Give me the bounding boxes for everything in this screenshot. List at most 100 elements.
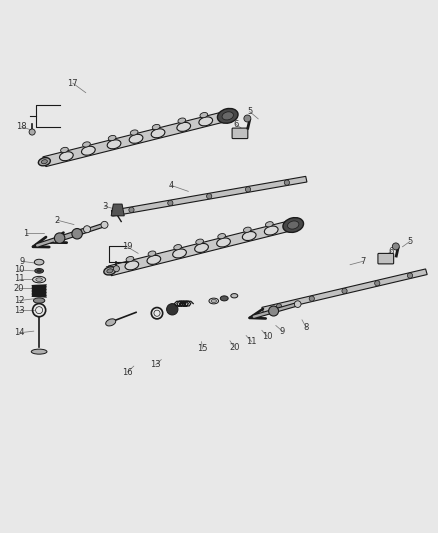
Text: 8: 8 [304,323,309,332]
Circle shape [392,243,399,250]
Ellipse shape [231,294,238,298]
Text: 4: 4 [168,181,173,190]
Text: 9: 9 [19,257,24,266]
Ellipse shape [60,147,68,152]
Circle shape [168,200,173,206]
Text: 2: 2 [55,216,60,225]
Ellipse shape [83,142,90,147]
Text: 16: 16 [122,368,133,377]
Circle shape [284,180,290,185]
Ellipse shape [211,300,216,303]
Ellipse shape [106,319,116,326]
Text: 10: 10 [262,332,272,341]
Ellipse shape [31,349,47,354]
Ellipse shape [147,255,161,264]
Ellipse shape [200,112,208,118]
Ellipse shape [173,249,187,258]
Circle shape [294,301,301,308]
Ellipse shape [288,221,299,229]
Ellipse shape [34,259,44,265]
Text: 20: 20 [14,284,24,293]
Text: 13: 13 [150,360,161,369]
Text: 12: 12 [14,296,24,305]
Ellipse shape [36,278,42,281]
Circle shape [309,296,314,301]
Circle shape [113,265,120,272]
Ellipse shape [265,222,273,227]
Polygon shape [111,176,307,216]
Circle shape [101,221,108,228]
Ellipse shape [196,239,204,244]
Circle shape [244,115,251,122]
Ellipse shape [32,277,46,283]
Ellipse shape [81,146,95,155]
Polygon shape [108,220,295,276]
Circle shape [54,233,65,244]
Text: 17: 17 [67,79,78,87]
Ellipse shape [217,108,238,123]
Ellipse shape [174,245,181,250]
Text: 19: 19 [122,243,133,252]
Circle shape [29,129,35,135]
Ellipse shape [130,130,138,135]
Text: 11: 11 [14,274,24,283]
Text: 10: 10 [14,265,24,274]
Circle shape [268,306,279,316]
Ellipse shape [148,251,156,256]
Text: 6: 6 [233,120,238,128]
Ellipse shape [209,298,219,304]
Ellipse shape [177,123,191,131]
Text: 9: 9 [280,327,285,336]
Ellipse shape [125,261,139,270]
Ellipse shape [222,112,233,120]
FancyBboxPatch shape [378,253,394,264]
Text: 18: 18 [16,122,27,131]
Ellipse shape [129,134,143,143]
Circle shape [129,207,134,213]
Circle shape [374,281,380,286]
Text: 3: 3 [102,202,107,211]
Ellipse shape [33,298,45,303]
FancyBboxPatch shape [232,128,248,139]
Text: 18: 18 [105,266,115,276]
Circle shape [407,273,413,278]
Ellipse shape [126,256,134,262]
Text: 11: 11 [247,337,257,346]
Ellipse shape [199,117,212,126]
Text: 5: 5 [247,107,252,116]
Ellipse shape [194,244,208,253]
Text: 6: 6 [389,247,394,256]
Circle shape [276,304,282,309]
Ellipse shape [108,135,116,141]
Ellipse shape [104,266,116,275]
Ellipse shape [265,226,278,235]
Circle shape [166,304,178,315]
Circle shape [84,225,91,233]
Ellipse shape [152,124,160,130]
Text: 5: 5 [408,237,413,246]
Circle shape [245,187,251,192]
Text: 20: 20 [229,343,240,352]
Ellipse shape [218,233,226,239]
Ellipse shape [39,158,50,166]
Ellipse shape [107,140,121,149]
Text: 15: 15 [197,344,208,353]
Ellipse shape [220,296,228,301]
Circle shape [207,193,212,199]
Text: 14: 14 [14,328,24,337]
Polygon shape [262,269,427,313]
Ellipse shape [107,269,113,273]
Ellipse shape [151,129,165,138]
Text: 1: 1 [23,229,28,238]
Circle shape [342,288,347,294]
Ellipse shape [244,227,251,232]
Text: 7: 7 [360,257,366,266]
Polygon shape [43,111,229,167]
Ellipse shape [283,217,304,232]
Ellipse shape [217,238,230,247]
Polygon shape [111,204,124,216]
Text: 13: 13 [14,305,25,314]
Ellipse shape [35,269,43,273]
Ellipse shape [178,118,186,123]
Ellipse shape [60,152,73,161]
